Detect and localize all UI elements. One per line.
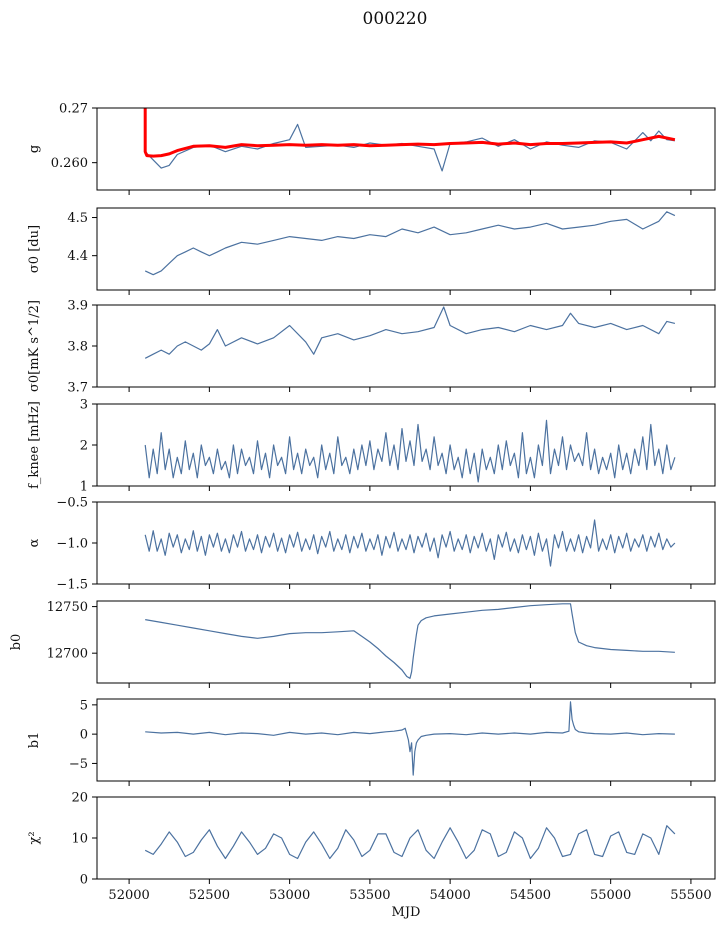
alpha-axes-frame — [96, 501, 716, 585]
xtick-label: 52000 — [108, 888, 149, 903]
b0-ytick-label: 12700 — [47, 647, 88, 662]
sigma0_mk-ylabel: σ0[mK s^1/2] — [27, 300, 42, 392]
g-axes-frame — [96, 107, 716, 191]
sigma0_mk-ytick-label: 3.7 — [67, 381, 88, 396]
xtick-label: 52500 — [189, 888, 230, 903]
xtick-label: 53000 — [269, 888, 310, 903]
g-ylabel: g — [27, 145, 42, 153]
sigma0_du-series-0 — [144, 211, 676, 276]
b1-ytick-label: −5 — [69, 757, 88, 772]
alpha-ytick-label: −1.5 — [56, 578, 88, 593]
g-ytick-label: 0.27 — [59, 102, 88, 117]
xtick-label: 54500 — [510, 888, 551, 903]
fknee-ylabel: f_knee [mHz] — [27, 401, 42, 489]
fknee-axes-frame — [96, 403, 716, 487]
xtick-label: 54000 — [429, 888, 470, 903]
g-ytick-label: 0.260 — [51, 156, 88, 171]
xtick-label: 55000 — [590, 888, 631, 903]
sigma0_mk-ytick-label: 3.9 — [67, 299, 88, 314]
b1-series-0 — [145, 701, 675, 776]
b1-ytick-label: 5 — [80, 698, 88, 713]
panel-g: 0.260 0.27 g — [27, 102, 716, 195]
chi2-ytick-label: 0 — [80, 873, 88, 888]
panel-b0: 12700 12750 b0 — [9, 600, 716, 688]
alpha-ytick-label: −0.5 — [56, 496, 88, 511]
chi2-axes-frame — [96, 796, 716, 880]
sigma0_du-axes-frame — [96, 207, 716, 291]
b0-axes-frame — [96, 600, 716, 684]
alpha-ylabel: α — [27, 538, 42, 547]
b1-ytick-label: 0 — [80, 728, 88, 743]
panel-sigma0_mk: 3.7 3.8 3.9 σ0[mK s^1/2] — [27, 299, 716, 396]
chi2-ylabel: χ² — [27, 831, 42, 844]
b0-ylabel: b0 — [9, 634, 24, 651]
b1-axes-frame — [96, 698, 716, 782]
fknee-ytick-label: 3 — [80, 398, 88, 413]
alpha-ytick-label: −1.0 — [56, 537, 88, 552]
fknee-series-0 — [144, 419, 676, 483]
panels: 0.260 0.27 g 4.4 4.5 σ0 [du] 3.7 3.8 3.9 σ0[mK s^… — [9, 102, 716, 920]
chi2-ytick-label: 10 — [71, 832, 88, 847]
sigma0_mk-ytick-label: 3.8 — [67, 340, 88, 355]
g-series-1 — [143, 108, 676, 158]
fknee-ytick-label: 2 — [80, 439, 88, 454]
sigma0_mk-axes-frame — [96, 304, 716, 388]
panel-alpha: −1.5 −1.0 −0.5 α — [27, 496, 716, 593]
panel-sigma0_du: 4.4 4.5 σ0 [du] — [27, 207, 716, 295]
sigma0_du-ylabel: σ0 [du] — [27, 225, 42, 273]
xaxis-label: MJD — [392, 905, 421, 920]
xtick-label: 53500 — [349, 888, 390, 903]
chi2-series-0 — [144, 825, 676, 860]
panel-b1: −5 0 5 b1 — [27, 698, 716, 786]
chi2-ytick-label: 20 — [71, 791, 88, 806]
b0-series-0 — [145, 603, 675, 679]
alpha-series-0 — [144, 519, 676, 567]
sigma0_du-ytick-label: 4.5 — [67, 211, 88, 226]
xtick-label: 55500 — [670, 888, 711, 903]
panel-fknee: 1 2 3 f_knee [mHz] — [27, 398, 716, 495]
sigma0_du-ytick-label: 4.4 — [67, 249, 88, 264]
figure-title: 000220 — [363, 9, 428, 29]
b1-ylabel: b1 — [27, 732, 42, 749]
fknee-ytick-label: 1 — [80, 480, 88, 495]
panel-chi2: 0 10 20 52000 52500 53000 53500 54000 54500 55000… — [27, 791, 716, 920]
sigma0_mk-series-0 — [144, 306, 676, 359]
b0-ytick-label: 12750 — [47, 600, 88, 615]
